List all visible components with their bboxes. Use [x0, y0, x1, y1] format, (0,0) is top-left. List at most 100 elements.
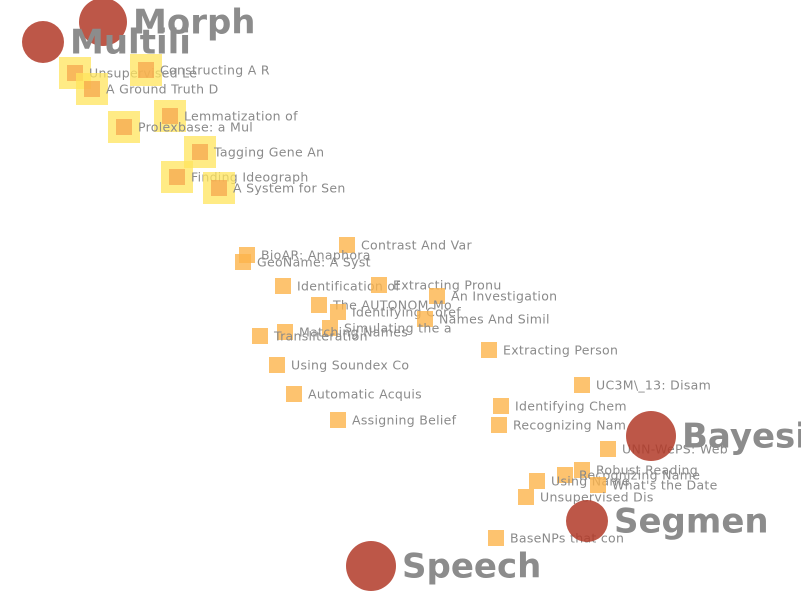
document[interactable]: GeoName: A Syst — [235, 254, 371, 270]
document[interactable]: An Investigation — [429, 288, 557, 304]
document-marker — [518, 489, 534, 505]
topic[interactable]: Morph — [79, 0, 256, 46]
document[interactable]: Assigning Belief — [330, 412, 457, 428]
document[interactable]: Using Soundex Co — [269, 357, 409, 373]
document[interactable]: Automatic Acquis — [286, 386, 422, 402]
topic-marker — [79, 0, 127, 46]
document-label: Tagging Gene An — [213, 145, 324, 160]
document[interactable]: Tagging Gene An — [184, 136, 324, 168]
document-marker — [277, 324, 293, 340]
document[interactable]: Extracting Pronu — [371, 277, 502, 293]
document-label: Prolexbase: a Mul — [138, 120, 253, 135]
document-marker — [311, 297, 327, 313]
document-marker — [491, 417, 507, 433]
document-marker — [417, 311, 433, 327]
document-marker — [590, 477, 606, 493]
topic-marker — [626, 411, 676, 461]
document-label: Assigning Belief — [352, 413, 457, 428]
document[interactable]: Names And Simil — [417, 311, 550, 327]
document-label: Extracting Person — [503, 343, 618, 358]
document[interactable]: Extracting Person — [481, 342, 618, 358]
document[interactable]: Transliteration — [252, 328, 368, 344]
document[interactable]: Prolexbase: a Mul — [108, 111, 253, 143]
topic-label: Segmen — [614, 502, 769, 542]
document-label: Identifying Coref — [352, 305, 461, 320]
document[interactable]: What's the Date — [590, 477, 718, 493]
document-marker — [600, 441, 616, 457]
document-label: UC3M\_13: Disam — [596, 378, 711, 393]
document-marker — [286, 386, 302, 402]
document-marker — [574, 377, 590, 393]
document-marker — [162, 108, 178, 124]
document-label: Robust Reading — [596, 463, 698, 478]
document-marker — [488, 530, 504, 546]
document-label: Contrast And Var — [361, 238, 473, 253]
document-marker — [330, 304, 346, 320]
document[interactable]: Unsupervised Dis — [518, 489, 654, 505]
topic-label: Bayesi — [682, 417, 801, 457]
document-label: BioAR: Anaphora — [261, 248, 371, 263]
document-marker — [339, 237, 355, 253]
topic[interactable]: Bayesi — [626, 411, 801, 461]
document-marker — [116, 119, 132, 135]
document-label: Automatic Acquis — [308, 387, 422, 402]
document[interactable]: A Ground Truth D — [76, 73, 219, 105]
document[interactable]: The AUTONOM Mo — [311, 297, 452, 313]
document-marker — [269, 357, 285, 373]
document-label: An Investigation — [451, 289, 557, 304]
document-label: What's the Date — [612, 478, 718, 493]
document-marker — [211, 180, 227, 196]
document-marker — [493, 398, 509, 414]
topic-label: Speech — [402, 547, 541, 587]
topic-label: Morph — [133, 3, 256, 43]
document-label: Constructing A R — [160, 63, 270, 78]
topic-label: Multili — [70, 23, 191, 63]
document-label: BaseNPs that con — [510, 531, 624, 546]
document-marker — [557, 467, 573, 483]
document-label: GeoName: A Syst — [257, 255, 371, 270]
topic-marker — [22, 21, 64, 63]
topic-marker — [346, 541, 396, 591]
document-marker — [138, 62, 154, 78]
document[interactable]: Identifying Coref — [330, 304, 461, 320]
document[interactable]: Identifying Chem — [493, 398, 627, 414]
document[interactable]: UC3M\_13: Disam — [574, 377, 711, 393]
document-marker — [252, 328, 268, 344]
document-marker — [275, 278, 291, 294]
document-marker — [429, 288, 445, 304]
document[interactable]: Constructing A R — [130, 54, 270, 86]
document-label: A System for Sen — [233, 181, 346, 196]
document-label: The AUTONOM Mo — [332, 298, 452, 313]
document[interactable]: Matching Names — [277, 324, 408, 340]
document-label: Extracting Pronu — [393, 278, 502, 293]
topic[interactable]: Speech — [346, 541, 541, 591]
document[interactable]: Simulating the a — [322, 320, 452, 336]
document-marker — [84, 81, 100, 97]
document[interactable]: Recognizing Nam — [491, 417, 626, 433]
document-label: Matching Names — [299, 325, 408, 340]
document-label: Transliteration — [273, 329, 368, 344]
document[interactable]: Recognizing Name — [557, 467, 700, 483]
document[interactable]: Lemmatization of — [154, 100, 298, 132]
document[interactable]: Contrast And Var — [339, 237, 473, 253]
document[interactable]: Robust Reading — [574, 462, 698, 478]
document-marker — [192, 144, 208, 160]
document-marker — [322, 320, 338, 336]
document-label: Lemmatization of — [184, 109, 298, 124]
document-marker — [235, 254, 251, 270]
document-label: Names And Simil — [439, 312, 550, 327]
document[interactable]: A System for Sen — [203, 172, 346, 204]
document-label: Recognizing Nam — [513, 418, 626, 433]
document-label: A Ground Truth D — [106, 82, 219, 97]
topic[interactable]: Segmen — [566, 500, 769, 542]
document-label: Recognizing Name — [579, 468, 700, 483]
document-label: Identifying Chem — [515, 399, 627, 414]
document-label: Using Soundex Co — [291, 358, 409, 373]
document-label: Simulating the a — [344, 321, 452, 336]
document-marker — [371, 277, 387, 293]
document-marker — [481, 342, 497, 358]
topic[interactable]: Multili — [22, 21, 191, 63]
